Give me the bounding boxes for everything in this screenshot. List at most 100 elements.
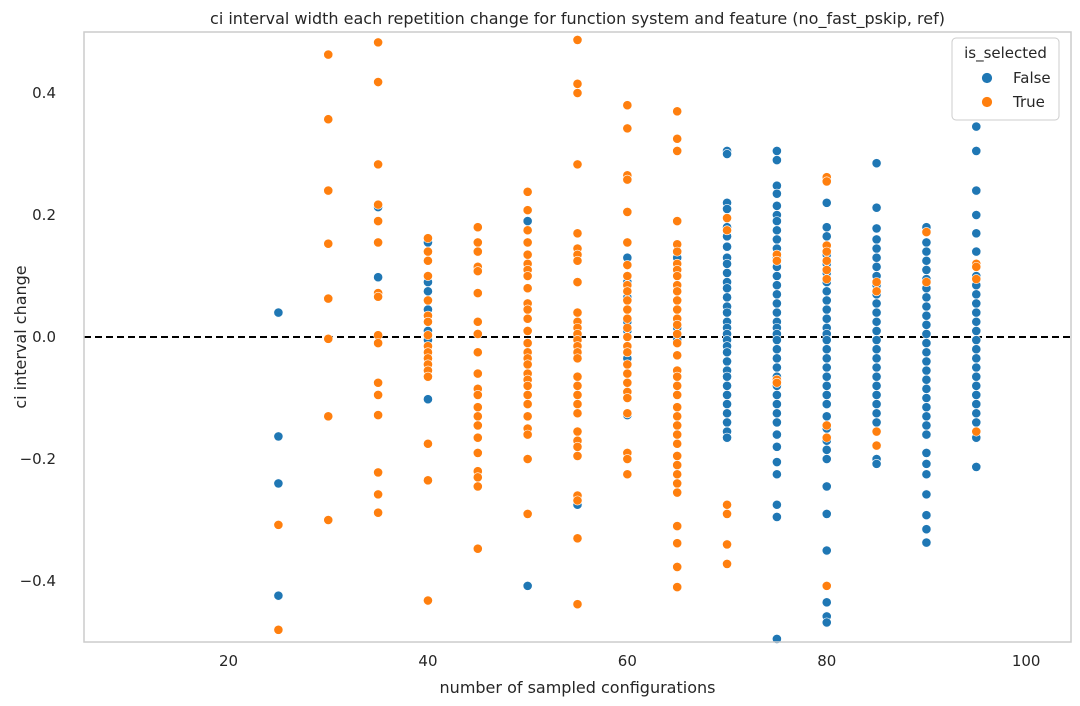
data-point-true	[423, 438, 433, 449]
data-point-true	[522, 225, 533, 236]
data-point-false	[821, 444, 832, 455]
data-point-true	[472, 246, 483, 257]
data-point-true	[373, 489, 384, 500]
data-point-false	[921, 510, 932, 521]
data-point-true	[821, 420, 832, 431]
data-point-false	[971, 289, 982, 300]
x-tick-label: 20	[219, 652, 238, 670]
data-point-false	[921, 292, 932, 303]
data-point-true	[821, 255, 832, 266]
data-point-false	[771, 188, 782, 199]
data-point-true	[622, 271, 633, 281]
data-point-true	[323, 293, 334, 304]
data-point-false	[722, 417, 732, 428]
data-point-true	[871, 426, 882, 437]
data-point-true	[572, 277, 583, 287]
data-point-false	[821, 313, 832, 324]
y-tick-label: −0.2	[20, 450, 56, 468]
data-point-true	[522, 338, 533, 348]
data-point-false	[423, 286, 433, 297]
data-point-false	[771, 469, 782, 480]
legend-marker-true	[981, 96, 993, 108]
data-point-true	[971, 274, 982, 284]
data-point-true	[273, 519, 284, 530]
data-point-false	[722, 203, 732, 214]
data-point-true	[373, 507, 384, 518]
data-point-false	[722, 268, 732, 278]
data-point-true	[522, 399, 533, 409]
data-point-true	[423, 255, 433, 266]
data-point-false	[921, 411, 932, 422]
data-point-false	[971, 344, 982, 355]
data-point-true	[871, 277, 882, 287]
data-point-false	[921, 383, 932, 394]
data-point-true	[672, 487, 683, 498]
data-point-false	[771, 417, 782, 428]
data-point-true	[472, 481, 483, 492]
data-point-false	[921, 264, 932, 275]
data-point-true	[323, 515, 334, 525]
data-point-false	[921, 347, 932, 358]
data-point-true	[472, 472, 483, 483]
data-point-false	[921, 319, 932, 330]
data-point-true	[522, 380, 533, 391]
data-point-false	[921, 310, 932, 321]
data-point-false	[821, 597, 832, 608]
data-point-false	[871, 362, 882, 373]
data-point-false	[821, 362, 832, 373]
data-point-true	[572, 495, 583, 506]
data-point-true	[572, 390, 583, 400]
data-point-false	[771, 399, 782, 409]
data-point-true	[672, 295, 683, 306]
data-point-true	[821, 432, 832, 443]
data-point-true	[423, 316, 433, 327]
data-point-true	[323, 114, 334, 125]
data-point-true	[522, 186, 533, 197]
data-point-true	[373, 410, 384, 420]
data-point-false	[921, 469, 932, 480]
y-axis-label: ci interval change	[11, 265, 30, 408]
data-point-true	[423, 595, 433, 606]
data-point-false	[921, 329, 932, 339]
data-point-false	[971, 246, 982, 257]
data-point-true	[522, 359, 533, 370]
data-point-true	[672, 286, 683, 297]
data-point-true	[672, 420, 683, 431]
data-point-false	[821, 286, 832, 297]
data-point-true	[572, 380, 583, 391]
data-point-true	[472, 288, 483, 298]
data-point-true	[821, 264, 832, 275]
data-point-false	[771, 499, 782, 510]
data-point-true	[572, 78, 583, 89]
data-point-false	[971, 228, 982, 239]
data-point-true	[522, 249, 533, 260]
data-point-false	[921, 458, 932, 469]
data-point-false	[771, 512, 782, 522]
data-point-false	[771, 298, 782, 309]
data-point-true	[672, 146, 683, 156]
data-point-false	[771, 216, 782, 226]
data-point-false	[273, 590, 284, 601]
legend-label-true: True	[1012, 93, 1045, 111]
data-point-true	[622, 347, 633, 358]
data-point-false	[921, 420, 932, 431]
data-point-true	[672, 429, 683, 440]
data-point-true	[622, 286, 633, 297]
data-point-true	[722, 539, 732, 550]
data-point-false	[921, 338, 932, 348]
data-point-false	[722, 356, 732, 367]
data-point-true	[622, 207, 633, 217]
data-point-true	[423, 295, 433, 306]
data-point-true	[871, 286, 882, 297]
data-point-false	[871, 399, 882, 409]
data-point-false	[921, 374, 932, 385]
data-point-false	[821, 231, 832, 242]
data-point-false	[722, 241, 732, 252]
data-point-false	[971, 408, 982, 419]
data-point-true	[821, 176, 832, 187]
data-point-true	[522, 237, 533, 248]
data-point-true	[821, 246, 832, 257]
data-point-false	[871, 158, 882, 169]
data-point-true	[672, 582, 683, 592]
data-point-false	[273, 431, 284, 442]
